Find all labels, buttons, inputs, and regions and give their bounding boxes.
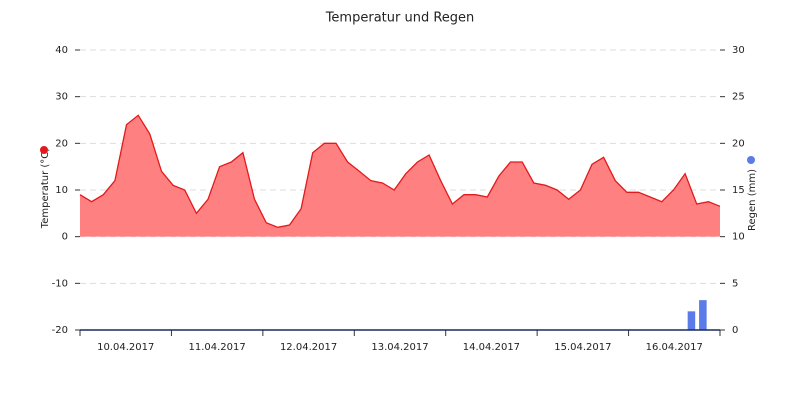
legend-marker — [747, 156, 755, 164]
y-tick-label: -10 — [52, 278, 68, 289]
y2-tick-label: 10 — [732, 232, 745, 243]
x-tick-label: 10.04.2017 — [97, 342, 154, 353]
x-tick-label: 12.04.2017 — [280, 342, 337, 353]
x-tick-label: 14.04.2017 — [463, 342, 520, 353]
legend-marker — [40, 146, 48, 154]
temperature-area — [80, 115, 720, 237]
temperature-line — [79, 114, 721, 228]
y2-tick-label: 20 — [732, 138, 745, 149]
x-tick-label: 15.04.2017 — [554, 342, 611, 353]
y-axis-label: Temperatur (°C) — [40, 148, 51, 229]
y2-tick-label: 0 — [732, 325, 738, 336]
y2-tick-label: 30 — [732, 45, 745, 56]
y2-axis-label: Regen (mm) — [747, 169, 758, 231]
y-tick-label: -20 — [52, 325, 68, 336]
y-tick-label: 10 — [55, 185, 68, 196]
rain-bar — [687, 311, 696, 330]
x-tick-label: 11.04.2017 — [189, 342, 246, 353]
y-tick-label: 20 — [55, 138, 68, 149]
rain-bar — [699, 300, 707, 330]
y2-tick-label: 15 — [732, 185, 745, 196]
y2-tick-label: 5 — [732, 278, 738, 289]
x-tick-label: 13.04.2017 — [371, 342, 428, 353]
y-tick-label: 0 — [62, 232, 68, 243]
chart-title: Temperatur und Regen — [325, 11, 475, 26]
y-tick-label: 30 — [55, 92, 68, 103]
y-tick-label: 40 — [55, 45, 68, 56]
y2-tick-label: 25 — [732, 92, 745, 103]
x-tick-label: 16.04.2017 — [646, 342, 703, 353]
